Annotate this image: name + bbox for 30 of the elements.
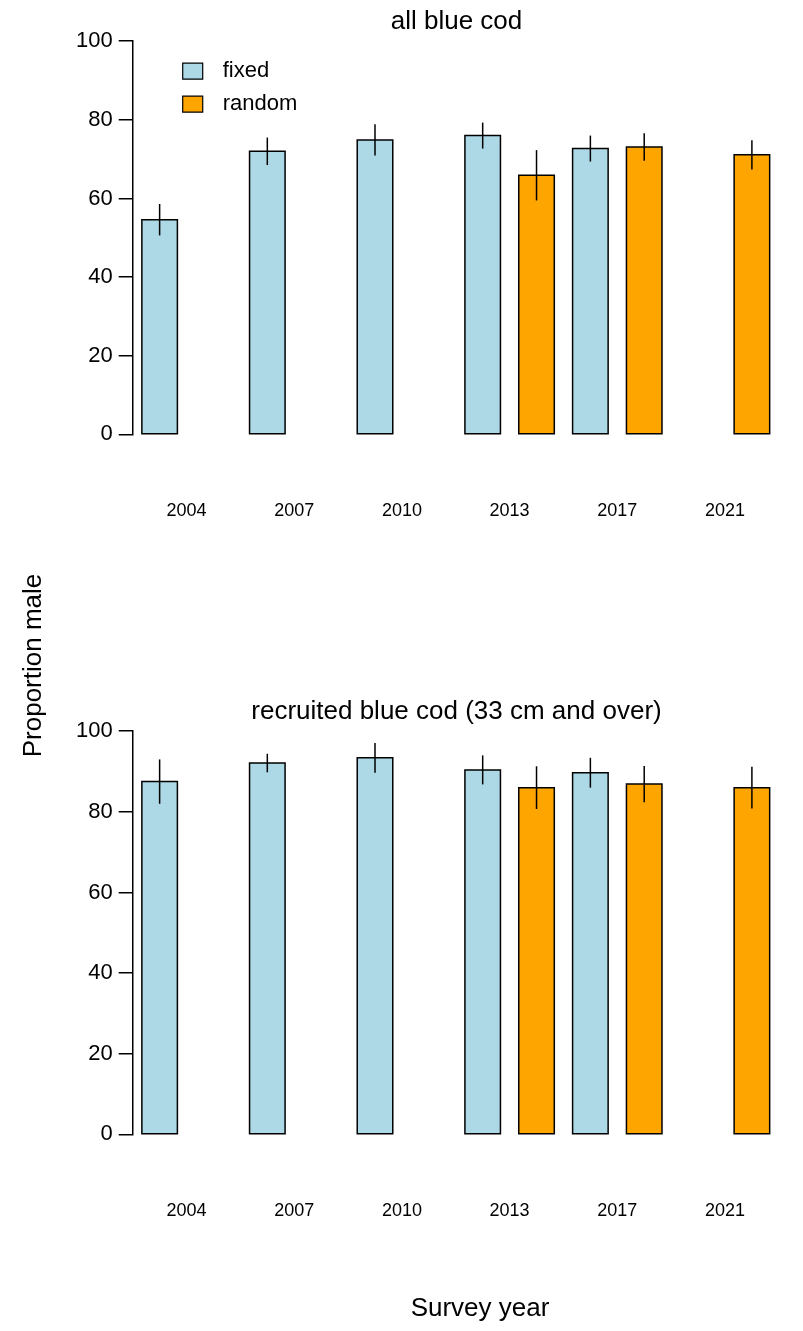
y-tick-label: 40 <box>88 959 113 985</box>
y-tick-label: 60 <box>88 184 113 210</box>
legend-label: fixed <box>222 57 270 83</box>
x-tick-label: 2021 <box>704 500 745 521</box>
y-tick-label: 60 <box>88 878 113 904</box>
x-tick-label: 2007 <box>274 1200 315 1221</box>
x-tick-label: 2010 <box>381 500 422 521</box>
x-tick-label: 2013 <box>489 500 530 521</box>
x-tick-label: 2021 <box>704 1200 745 1221</box>
y-tick-label: 20 <box>88 1039 113 1065</box>
y-tick-label: 100 <box>75 27 113 53</box>
y-tick-label: 80 <box>88 797 113 823</box>
legend-label: random <box>222 90 298 116</box>
x-tick-label: 2007 <box>274 500 315 521</box>
x-tick-label: 2004 <box>166 1200 207 1221</box>
y-tick-label: 100 <box>75 717 113 743</box>
y-tick-label: 40 <box>88 263 113 289</box>
y-tick-label: 0 <box>100 1120 113 1146</box>
chart-title: all blue cod <box>390 4 523 35</box>
y-axis-title: Proportion male <box>16 572 48 760</box>
x-tick-label: 2004 <box>166 500 207 521</box>
y-tick-label: 0 <box>100 420 113 446</box>
y-tick-label: 80 <box>88 105 113 131</box>
x-axis-title: Survey year <box>409 1292 551 1323</box>
x-tick-label: 2010 <box>381 1200 422 1221</box>
y-tick-label: 20 <box>88 341 113 367</box>
x-tick-label: 2013 <box>489 1200 530 1221</box>
x-tick-label: 2017 <box>597 500 638 521</box>
chart-title: recruited blue cod (33 cm and over) <box>251 694 662 725</box>
x-tick-label: 2017 <box>597 1200 638 1221</box>
